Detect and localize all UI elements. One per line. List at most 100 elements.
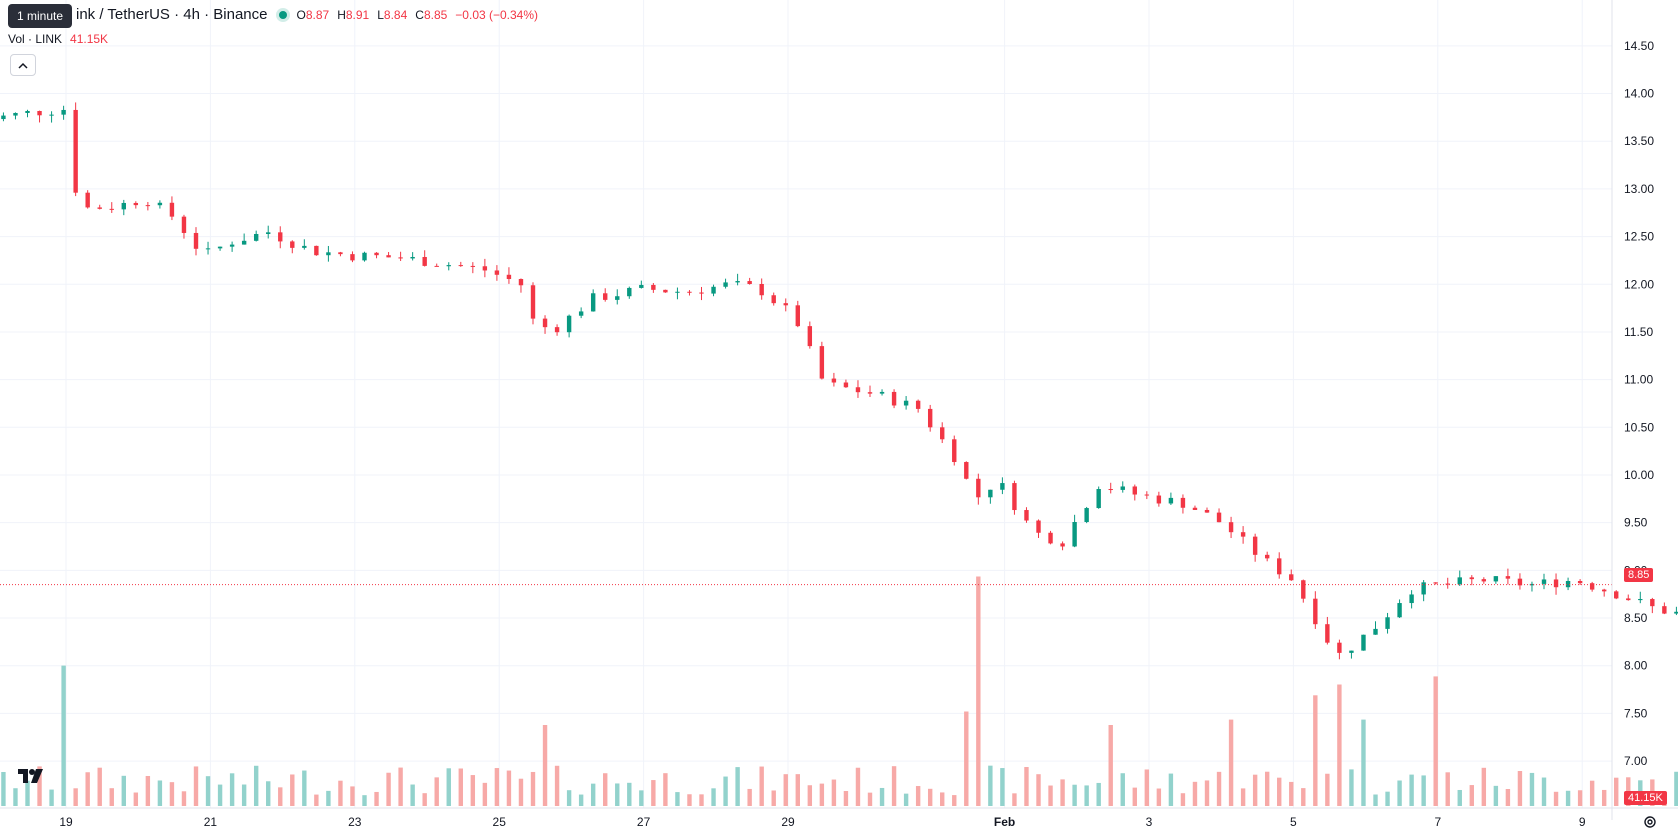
volume-bar: [1060, 779, 1065, 806]
low-value: L8.84: [377, 7, 408, 22]
volume-bar: [927, 788, 933, 806]
price-tick-label: 10.00: [1624, 468, 1654, 482]
candle-body: [73, 109, 78, 193]
volume-bar: [37, 766, 42, 806]
volume-bar: [1168, 773, 1174, 806]
candle-body: [13, 112, 18, 116]
candle-body: [1601, 589, 1607, 592]
candle-body: [615, 296, 620, 300]
volume-bar: [145, 775, 151, 806]
candle-body: [518, 279, 524, 286]
candle-body: [566, 315, 572, 333]
volume-bar: [1132, 787, 1137, 806]
volume-bar: [1277, 777, 1282, 806]
time-tick-label: 19: [59, 815, 73, 829]
volume-bar: [1397, 780, 1402, 806]
price-axis[interactable]: 14.50 14.00 13.50 13.00 12.50 12.00 11.50 11.00…: [1611, 0, 1654, 820]
volume-label[interactable]: Vol · LINK: [8, 32, 63, 46]
volume-bar: [97, 767, 102, 806]
settings-gear-icon[interactable]: [1640, 812, 1660, 832]
candle-body: [1409, 594, 1414, 604]
price-tick-label: 10.50: [1624, 420, 1654, 434]
volume-bar: [891, 766, 897, 806]
candle-body: [49, 114, 54, 116]
volume-bar: [326, 790, 331, 806]
candle-body: [338, 252, 343, 255]
volume-bar: [903, 793, 909, 806]
price-tick-label: 13.50: [1624, 134, 1654, 148]
candle-body: [1301, 580, 1306, 599]
volume-bar: [133, 792, 139, 806]
volume-bar: [205, 776, 211, 806]
candle-body: [145, 205, 151, 207]
candle-body: [1650, 599, 1655, 607]
volume-bar: [398, 767, 403, 806]
volume-bar: [157, 780, 163, 806]
volume-bar: [121, 775, 126, 806]
candle-body: [759, 283, 764, 296]
candle-body: [1060, 543, 1065, 547]
volume-bar: [193, 766, 199, 806]
candle-body: [903, 400, 909, 406]
candle-body: [1481, 579, 1487, 582]
symbol-legend: ink / TetherUS · 4h · Binance O8.87 H8.9…: [8, 6, 546, 23]
candle-body: [1589, 583, 1595, 590]
volume-bar: [434, 777, 439, 806]
volume-bar: [85, 772, 90, 806]
volume-bar: [542, 725, 548, 806]
price-tick-label: 13.00: [1624, 182, 1654, 196]
candle-body: [133, 202, 139, 206]
candle-body: [1216, 512, 1222, 523]
candle-body: [1469, 577, 1474, 580]
candle-body: [1553, 579, 1559, 588]
time-tick-label: 27: [637, 815, 651, 829]
candle-body: [1614, 591, 1619, 599]
candle-body: [350, 254, 355, 261]
volume-bar: [1301, 788, 1306, 806]
candle-body: [61, 109, 66, 115]
candle-body: [1638, 599, 1643, 601]
candle-body: [711, 286, 716, 294]
volume-bar: [1337, 684, 1342, 806]
volume-bar: [988, 765, 993, 806]
tradingview-logo-icon[interactable]: [14, 764, 48, 788]
price-tick-label: 14.50: [1624, 39, 1654, 53]
candle-body: [470, 265, 476, 267]
volume-bar: [1108, 725, 1113, 806]
price-tick-label: 8.00: [1624, 659, 1648, 673]
volume-bar: [795, 774, 800, 806]
volume-bar: [1120, 773, 1125, 806]
candle-body: [241, 240, 247, 245]
candle-body: [699, 292, 704, 294]
candle-body: [1662, 606, 1667, 614]
collapse-legend-button[interactable]: [10, 54, 36, 76]
time-axis[interactable]: 192123252729Feb3579111315171921232527Mar…: [0, 807, 1678, 829]
volume-bar: [615, 783, 620, 806]
volume-bar: [446, 768, 451, 806]
candle-body: [506, 274, 512, 280]
time-tick-label: 5: [1290, 815, 1297, 829]
volume-bar: [627, 782, 632, 806]
candle-body: [1036, 520, 1041, 533]
candle-body: [446, 265, 451, 267]
volume-bar: [470, 775, 476, 806]
volume-bar: [458, 768, 463, 806]
candle-body: [410, 256, 415, 259]
symbol-title[interactable]: ink / TetherUS · 4h · Binance: [76, 6, 268, 23]
volume-bar: [338, 780, 343, 806]
candle-body: [1337, 642, 1342, 653]
candle-body: [1505, 576, 1511, 579]
candle-body: [1325, 624, 1330, 643]
candle-body: [783, 303, 788, 306]
candle-body: [940, 427, 945, 440]
volume-bar: [1601, 789, 1607, 806]
volume-bar: [1674, 771, 1678, 806]
candle-body: [1361, 634, 1366, 651]
volume-bar: [1000, 768, 1005, 806]
volume-bar: [1421, 775, 1426, 806]
volume-bar: [1024, 767, 1029, 806]
volume-bar: [49, 789, 54, 806]
volume-bar: [1180, 793, 1186, 806]
volume-bar: [1529, 772, 1535, 806]
